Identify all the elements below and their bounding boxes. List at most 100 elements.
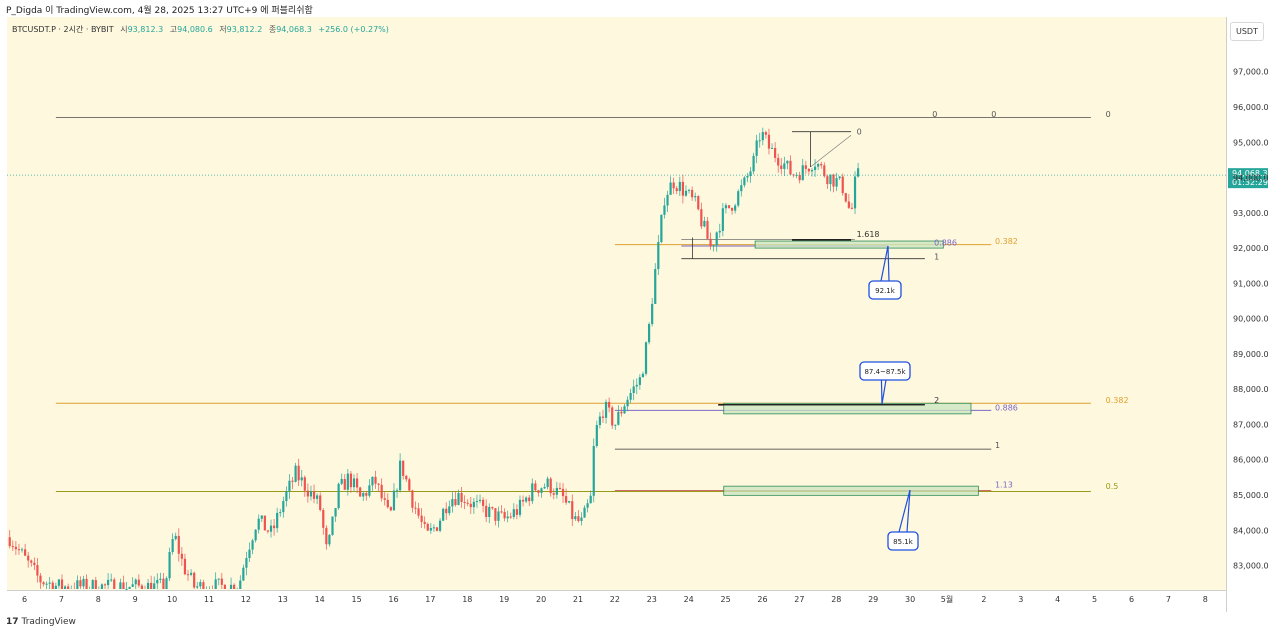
candle-body xyxy=(660,214,663,242)
price-tick-label: 85,000.0 xyxy=(1233,491,1269,500)
time-tick-label: 19 xyxy=(499,595,509,604)
candle-body xyxy=(33,562,36,566)
price-tick-label: 88,000.0 xyxy=(1233,385,1269,394)
candle-body xyxy=(57,579,61,586)
candle-body xyxy=(838,176,841,179)
candle-body xyxy=(279,512,282,514)
candle-body xyxy=(755,140,758,156)
candle-body xyxy=(807,168,811,172)
fib-label-0886: 0.886 xyxy=(934,238,957,247)
candle-body xyxy=(494,508,497,521)
tradingview-brand: TradingView xyxy=(21,617,76,627)
time-tick-label: 11 xyxy=(204,595,214,604)
candle-body xyxy=(54,585,57,589)
candle-body xyxy=(42,582,45,585)
candle-body xyxy=(469,503,472,508)
candle-body xyxy=(306,490,309,497)
candle-body xyxy=(577,516,580,522)
price-tick-label: 87,000.0 xyxy=(1233,420,1269,429)
candle-body xyxy=(472,501,475,508)
candle-body xyxy=(137,579,140,586)
candle-body xyxy=(288,480,291,492)
candle-body xyxy=(60,579,64,589)
candle-body xyxy=(417,508,420,516)
candle-body xyxy=(829,174,832,185)
candle-body xyxy=(561,488,565,497)
candle-body xyxy=(743,177,746,186)
time-axis[interactable]: 6 7 8 9 10 11 12 13 14 15 16 17 18 19 20 21 22 23 24 25 26 27… xyxy=(22,594,1208,604)
callout-pointer xyxy=(906,489,911,533)
price-tick-label: 91,000.0 xyxy=(1233,279,1269,288)
candle-body xyxy=(100,584,104,589)
candle-body xyxy=(146,582,150,589)
fib-label-0: 0 xyxy=(991,110,996,119)
candle-body xyxy=(460,492,463,502)
currency-button[interactable]: USDT xyxy=(1230,22,1264,41)
fib-label-0886: 0.886 xyxy=(995,404,1018,413)
candle-body xyxy=(482,499,485,506)
candle-body xyxy=(30,560,33,563)
candle-body xyxy=(438,520,442,531)
candle-body xyxy=(586,503,589,508)
candle-body xyxy=(632,386,635,393)
candle-body xyxy=(463,501,466,503)
candle-body xyxy=(186,574,190,576)
candle-body xyxy=(503,511,506,519)
candle-body xyxy=(737,191,740,206)
time-tick-label: 21 xyxy=(573,595,583,604)
footer: 17 TradingView xyxy=(0,612,1280,634)
candle-body xyxy=(789,160,792,175)
candle-body xyxy=(340,479,343,484)
candle-body xyxy=(761,132,764,141)
candle-body xyxy=(380,484,383,499)
candle-body xyxy=(850,207,854,209)
candle-body xyxy=(786,160,789,164)
candle-body xyxy=(343,479,346,490)
candle-body xyxy=(580,517,583,522)
time-tick-label: 7 xyxy=(59,595,64,604)
open-label: 시 xyxy=(120,25,128,34)
callout-921k xyxy=(868,280,902,300)
candle-body xyxy=(177,535,180,554)
candle-body xyxy=(269,525,273,532)
candle-body xyxy=(183,558,187,575)
candle-body xyxy=(626,399,629,407)
candle-body xyxy=(700,209,703,227)
candle-body xyxy=(442,508,445,521)
mid-demand-zone xyxy=(723,402,972,415)
candle-body xyxy=(389,507,392,511)
candle-body xyxy=(515,509,519,515)
candle-body xyxy=(820,163,823,166)
candle-body xyxy=(309,491,313,497)
candle-body xyxy=(420,515,423,522)
candle-body xyxy=(103,584,107,586)
candle-body xyxy=(429,528,432,531)
candle-body xyxy=(506,516,509,519)
price-tick-label: 86,000.0 xyxy=(1233,456,1269,465)
time-tick-label: 29 xyxy=(868,595,878,604)
candle-body xyxy=(248,549,251,559)
candle-body xyxy=(817,163,820,167)
candle-body xyxy=(196,586,199,588)
candle-body xyxy=(663,205,666,215)
time-tick-label: 5 xyxy=(1092,595,1097,604)
close-value: 94,068.3 xyxy=(276,25,312,34)
candle-body xyxy=(67,586,70,589)
candle-body xyxy=(826,176,829,185)
time-tick-label: 8 xyxy=(1203,595,1208,604)
time-tick-label: 24 xyxy=(684,595,694,604)
candle-body xyxy=(8,537,11,547)
candle-body xyxy=(193,572,196,588)
candle-body xyxy=(672,182,675,189)
price-axis[interactable]: 83,000.0 84,000.0 85,000.0 86,000.0 87,000.0… xyxy=(1233,68,1269,571)
low-label: 저 xyxy=(219,25,227,34)
symbol-title[interactable]: BTCUSDT.P · 2시간 · BYBIT xyxy=(12,25,114,34)
candle-body xyxy=(426,523,429,531)
time-tick-label: 5월 xyxy=(941,594,953,604)
candle-body xyxy=(165,578,168,589)
tradingview-logo[interactable]: 17 TradingView xyxy=(6,617,76,627)
callout-pointer xyxy=(898,489,911,533)
candle-body xyxy=(813,166,817,171)
